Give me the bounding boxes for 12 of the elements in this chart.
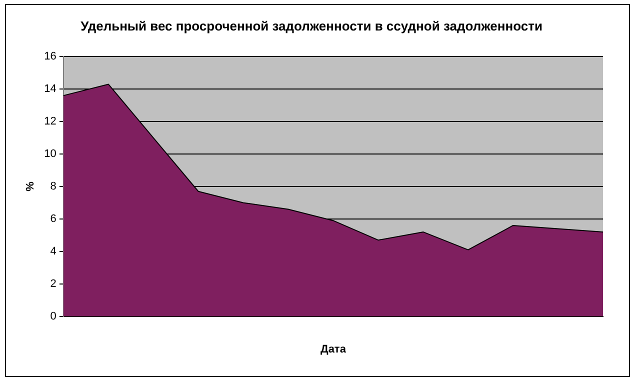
y-tick-label: 16 [44, 50, 56, 63]
x-axis-title: Дата [320, 343, 347, 356]
y-tick-label: 4 [50, 245, 56, 258]
y-tick-label: 14 [44, 83, 56, 96]
y-tick-label: 0 [50, 310, 56, 322]
y-tick-label: 12 [44, 116, 56, 128]
y-tick-label: 2 [50, 278, 56, 290]
y-tick-label: 8 [50, 180, 56, 193]
y-tick-label: 10 [44, 148, 56, 160]
y-tick-label: 6 [50, 213, 56, 226]
y-axis-title: % [24, 181, 37, 192]
chart-title: Удельный вес просроченной задолженности в ссудной задолженности [80, 18, 542, 34]
